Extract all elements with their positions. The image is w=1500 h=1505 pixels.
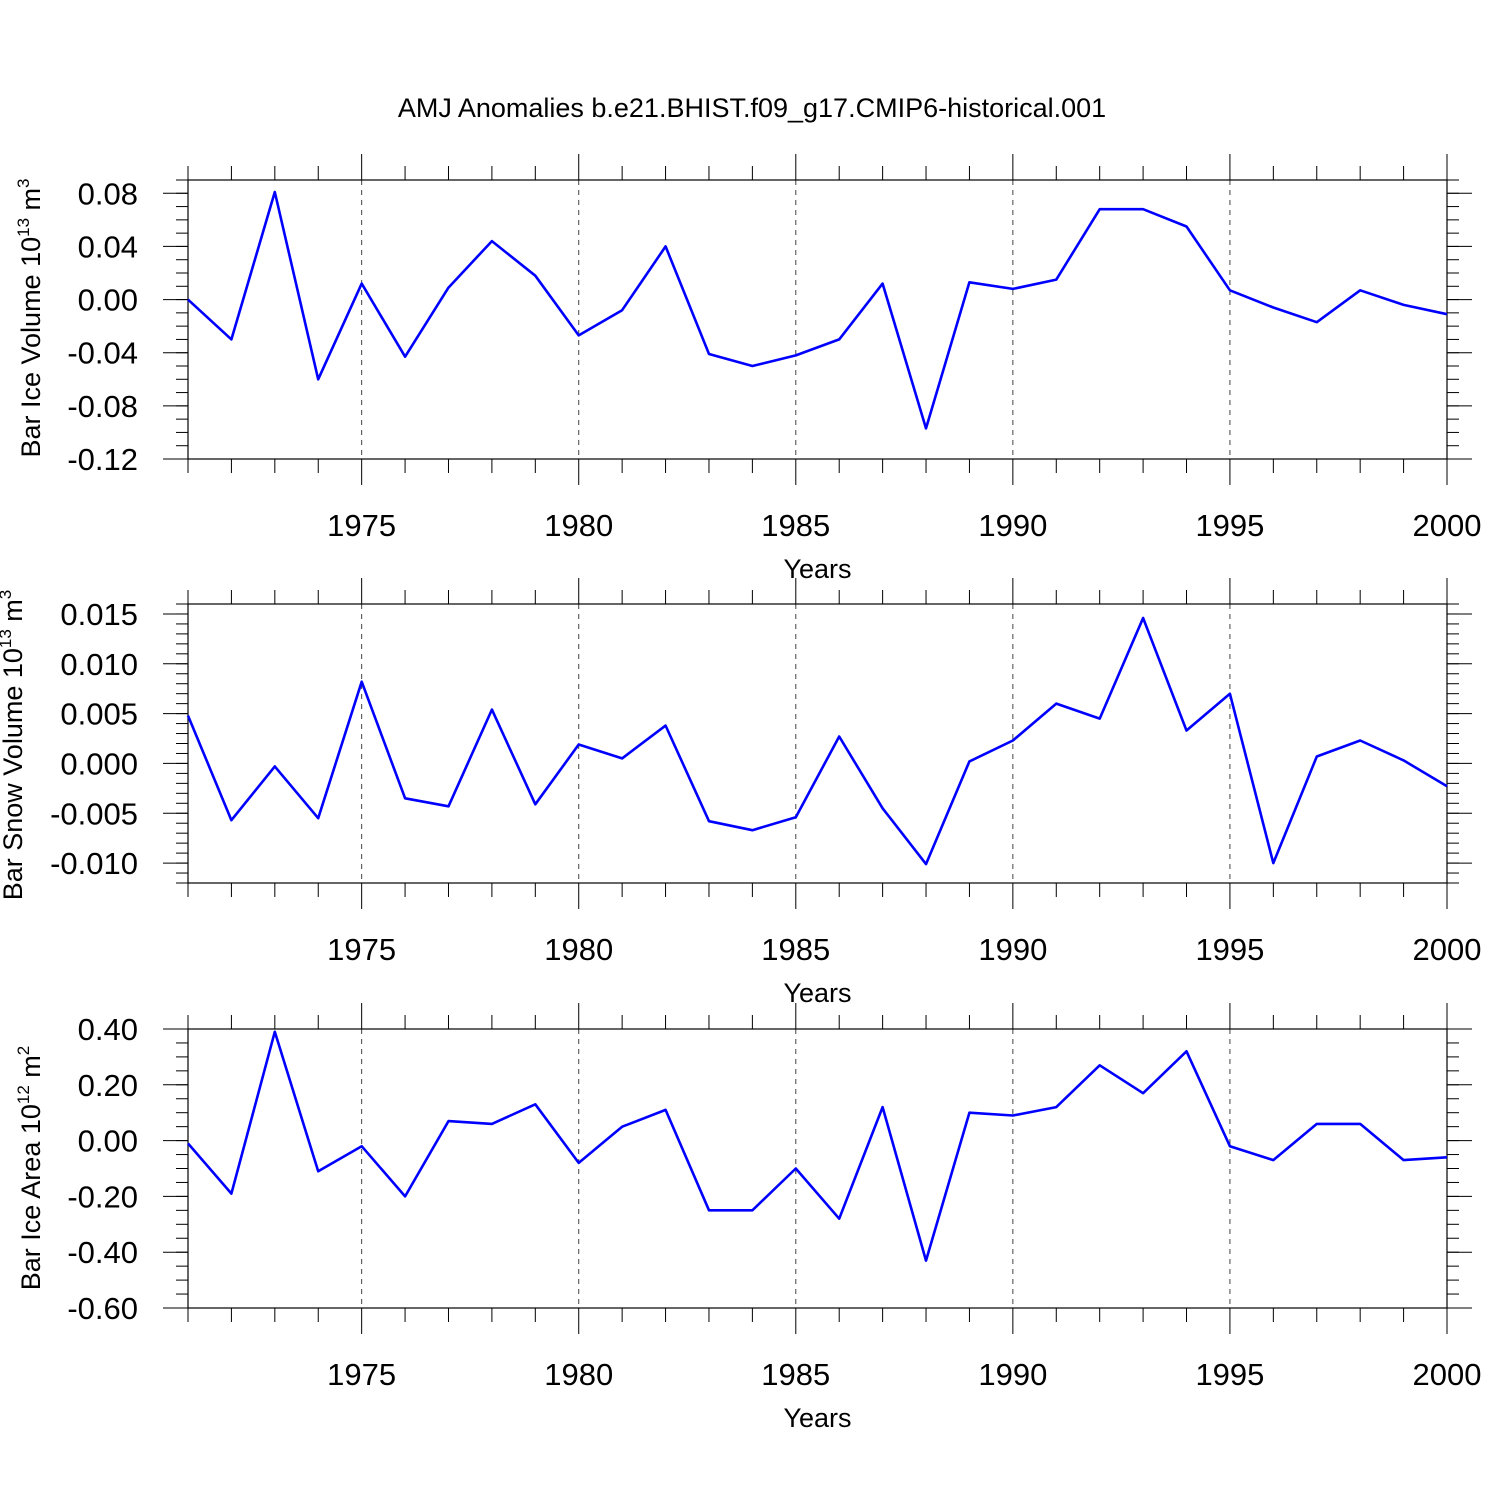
x-tick-label: 1995 (1195, 1357, 1264, 1392)
chart-panel-3: 0.40 0.20 0.00 -0.20 -0.40 -0.60 1975 1980 1985 1… (14, 1003, 1481, 1433)
x-axis-title: Years (783, 554, 851, 584)
y-axis-title-unit-exponent: 3 (0, 590, 15, 599)
plot-frame (188, 1029, 1447, 1308)
y-axis-title-unit-exponent: 2 (14, 1046, 33, 1055)
x-tick-label: 1990 (978, 1357, 1047, 1392)
chart-panel-1: 0.08 0.04 0.00 -0.04 -0.08 -0.12 1975 1980 1985 1… (14, 154, 1481, 584)
chart-title: AMJ Anomalies b.e21.BHIST.f09_g17.CMIP6-… (398, 93, 1106, 123)
x-tick-label: 2000 (1413, 1357, 1482, 1392)
y-tick-label: -0.04 (67, 336, 138, 371)
plot-frame (188, 604, 1447, 883)
x-tick-label: 1985 (761, 508, 830, 543)
y-axis-title-unit: m (16, 188, 46, 218)
x-tick-label: 2000 (1413, 508, 1482, 543)
y-tick-label: 0.010 (60, 647, 138, 682)
series-line (188, 192, 1447, 428)
y-tick-label: 0.00 (78, 283, 138, 318)
y-tick-label: -0.12 (67, 442, 138, 477)
y-axis-title-exponent: 13 (14, 218, 33, 237)
x-tick-label: 1995 (1195, 932, 1264, 967)
y-tick-label: 0.04 (78, 229, 138, 264)
x-tick-label: 1975 (327, 932, 396, 967)
y-tick-label: -0.20 (67, 1179, 138, 1214)
x-tick-label: 1985 (761, 932, 830, 967)
y-axis-title-unit: m (16, 1055, 46, 1085)
y-tick-label: -0.60 (67, 1291, 138, 1326)
x-tick-label: 1975 (327, 1357, 396, 1392)
y-tick-label: -0.005 (50, 796, 138, 831)
x-tick-label: 1990 (978, 508, 1047, 543)
x-axis-title: Years (783, 1403, 851, 1433)
y-axis-title-unit-exponent: 3 (14, 178, 33, 187)
x-tick-label: 2000 (1413, 932, 1482, 967)
y-axis-title-text: Bar Ice Area 10 (16, 1104, 46, 1290)
y-tick-label: -0.08 (67, 389, 138, 424)
y-tick-label: -0.40 (67, 1235, 138, 1270)
y-axis-title: Bar Ice Area 1012 m2 (14, 1046, 46, 1291)
series-line (188, 1032, 1447, 1261)
x-tick-label: 1980 (544, 1357, 613, 1392)
y-axis-title-text: Bar Snow Volume 10 (0, 648, 28, 900)
plot-frame (188, 180, 1447, 459)
x-tick-label: 1995 (1195, 508, 1264, 543)
chart-panel-2: 0.015 0.010 0.005 0.000 -0.005 -0.010 1975 1980… (0, 578, 1481, 1008)
y-tick-label: 0.00 (78, 1124, 138, 1159)
x-axis-title: Years (783, 978, 851, 1008)
y-axis-title-exponent: 12 (14, 1085, 33, 1104)
y-axis-title: Bar Snow Volume 1013 m3 (0, 590, 28, 901)
y-tick-label: 0.000 (60, 746, 138, 781)
x-tick-label: 1980 (544, 508, 613, 543)
series-line (188, 618, 1447, 864)
y-axis-title-text: Bar Ice Volume 10 (16, 237, 46, 458)
x-tick-label: 1985 (761, 1357, 830, 1392)
x-tick-label: 1980 (544, 932, 613, 967)
y-tick-label: 0.005 (60, 697, 138, 732)
y-tick-label: 0.015 (60, 597, 138, 632)
y-tick-label: 0.40 (78, 1012, 138, 1047)
x-tick-label: 1990 (978, 932, 1047, 967)
y-axis-title-unit: m (0, 599, 28, 629)
y-axis-title: Bar Ice Volume 1013 m3 (14, 178, 46, 457)
x-tick-label: 1975 (327, 508, 396, 543)
y-tick-label: 0.20 (78, 1068, 138, 1103)
y-tick-label: -0.010 (50, 846, 138, 881)
y-axis-title-exponent: 13 (0, 629, 15, 648)
y-tick-label: 0.08 (78, 176, 138, 211)
